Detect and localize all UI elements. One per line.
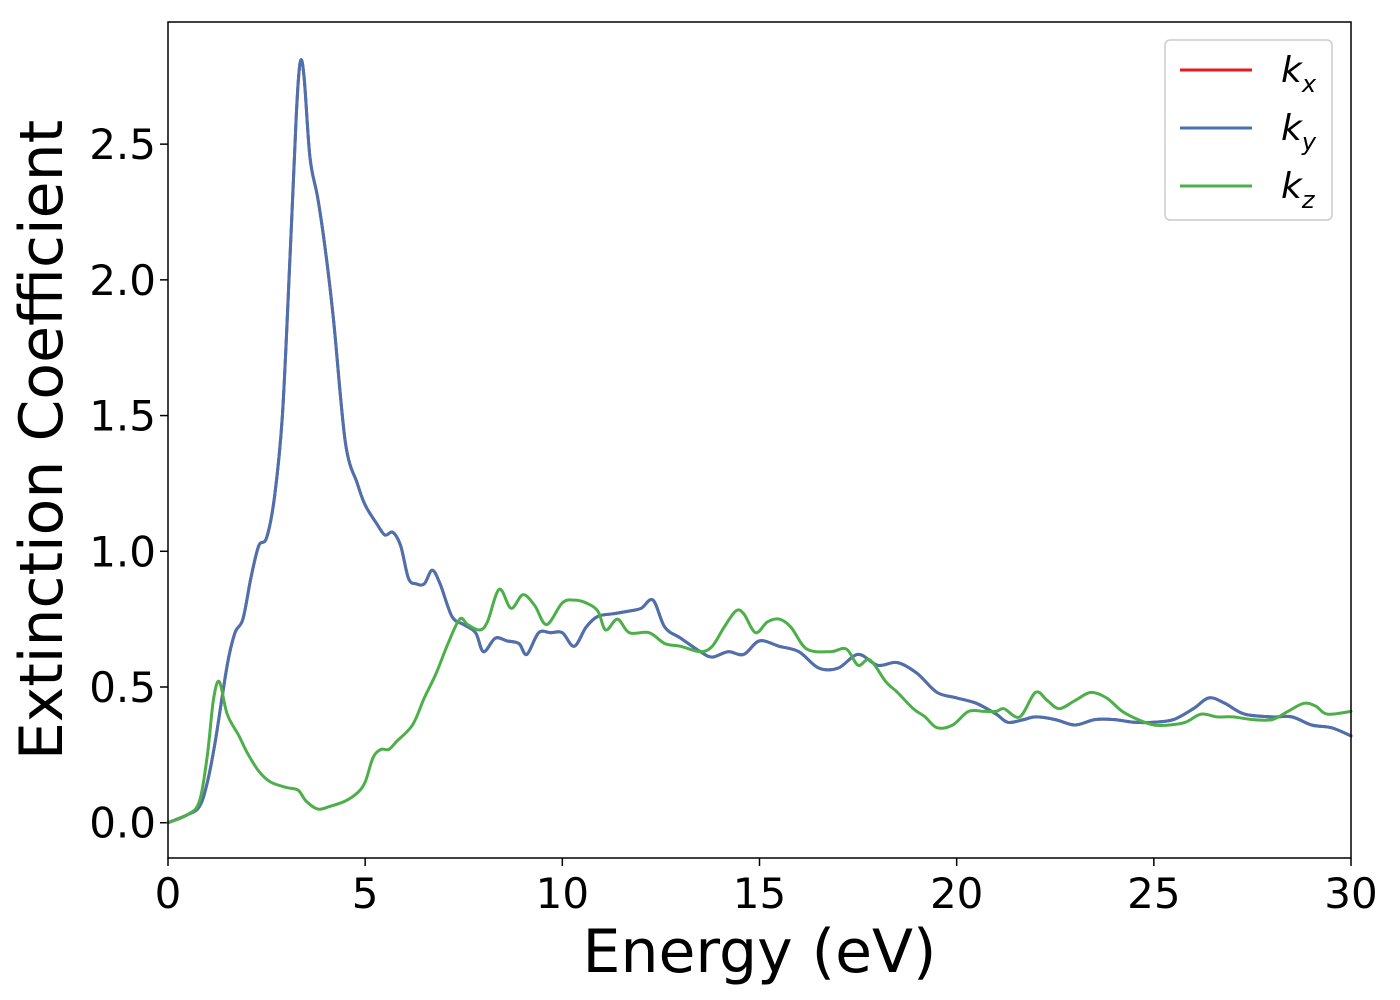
y-axis-ticks: 0.0 0.5 1.0 1.5 2.0 2.5 — [89, 120, 168, 848]
x-tick-label: 5 — [352, 869, 379, 918]
legend-label-base: k — [1281, 108, 1304, 149]
series-lines — [166, 58, 1353, 825]
y-tick-label: 2.5 — [89, 120, 156, 169]
legend-label-kx: kx — [1281, 50, 1317, 98]
x-axis-ticks: 0 5 10 15 20 25 30 — [155, 858, 1378, 918]
legend-label-base: k — [1281, 50, 1304, 91]
x-tick-label: 15 — [733, 869, 786, 918]
series-line-ky — [166, 58, 1353, 825]
x-tick-label: 0 — [155, 869, 182, 918]
legend-label-base: k — [1281, 166, 1304, 207]
legend-label-kz: kz — [1281, 166, 1316, 214]
y-axis-label: Extinction Coefficient — [7, 120, 77, 760]
x-tick-label: 25 — [1127, 869, 1180, 918]
legend-frame — [1164, 39, 1333, 221]
y-tick-label: 2.0 — [89, 256, 156, 305]
y-tick-label: 0.0 — [89, 799, 156, 848]
legend-label-subscript: y — [1301, 128, 1317, 156]
x-tick-label: 20 — [930, 869, 983, 918]
x-axis-label: Energy (eV) — [583, 917, 937, 987]
legend-label-ky: ky — [1281, 108, 1317, 156]
x-tick-label: 30 — [1324, 869, 1377, 918]
x-tick-label: 10 — [536, 869, 589, 918]
legend-label-subscript: z — [1301, 186, 1316, 214]
y-tick-label: 0.5 — [89, 663, 156, 712]
plot-area-frame — [167, 21, 1352, 859]
legend-label-subscript: x — [1301, 70, 1317, 98]
series-line-kz — [166, 587, 1353, 825]
y-tick-label: 1.0 — [89, 527, 156, 576]
y-tick-label: 1.5 — [89, 392, 156, 441]
